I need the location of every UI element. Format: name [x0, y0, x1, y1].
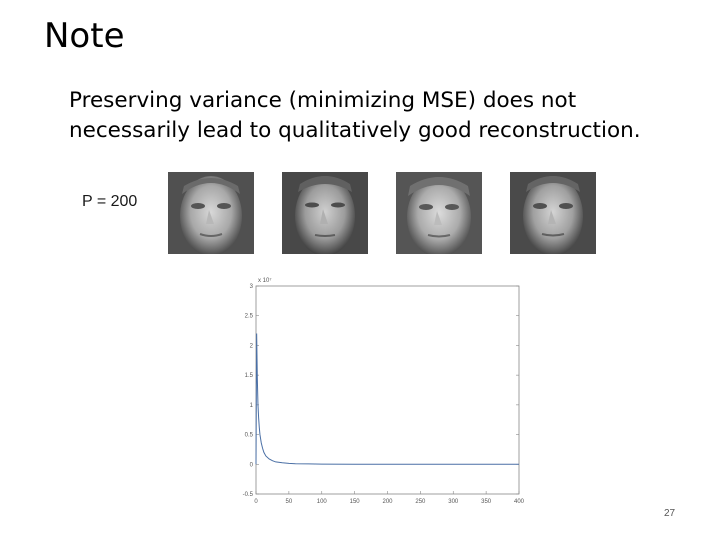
face-image-4: [510, 172, 596, 254]
series-line: [255, 333, 519, 465]
body-line-2: necessarily lead to qualitatively good r…: [69, 118, 641, 143]
x-tick-label: 100: [317, 499, 328, 505]
x-tick-label: 200: [382, 499, 393, 505]
x-axis: 0 50 100 150 200 250 300 350 400: [254, 491, 525, 505]
y-tick-label: 0.5: [245, 433, 254, 439]
y-tick-label: -0.5: [243, 492, 254, 498]
y-tick-label: 1.5: [245, 373, 254, 379]
body-line-1: Preserving variance (minimizing MSE) doe…: [69, 88, 577, 113]
x-tick-label: 250: [415, 499, 426, 505]
y-tick-label: 1: [250, 403, 254, 409]
y-tick-label: 2: [250, 343, 254, 349]
x-tick-label: 0: [254, 499, 258, 505]
plot-area: [255, 285, 520, 495]
x-tick-label: 50: [286, 499, 293, 505]
eigenvalue-chart: 3 2.5 2 1.5 1 0.5 0 -0.5 0 50 100 150 200 250 300 350 4…: [236, 270, 526, 506]
slide-body: Preserving variance (minimizing MSE) doe…: [69, 86, 689, 146]
face-image-1: [168, 172, 254, 254]
face-picture: [282, 172, 368, 254]
x-tick-label: 400: [514, 499, 525, 505]
y-tick-label: 2.5: [245, 314, 254, 320]
x-tick-label: 300: [448, 499, 459, 505]
face-picture: [510, 172, 596, 254]
y-tick-label: 0: [250, 462, 254, 468]
slide-title: Note: [44, 16, 125, 56]
axis-exponent-label: x 10⁷: [258, 277, 272, 284]
face-image-2: [282, 172, 368, 254]
y-axis: 3 2.5 2 1.5 1 0.5 0 -0.5: [243, 284, 519, 498]
chart-svg: 32.521.510.50-0.5 0 50 100 150 200 250 300 350 4…: [243, 277, 525, 505]
x-tick-label: 350: [481, 499, 492, 505]
series-layer: [255, 333, 519, 465]
face-picture: [168, 172, 254, 254]
y-tick-label: 3: [250, 284, 254, 290]
x-tick-label: 150: [350, 499, 361, 505]
page-number: 27: [664, 508, 676, 519]
face-image-3: [396, 172, 482, 254]
p-value-label: P = 200: [82, 193, 138, 210]
face-picture: [396, 172, 482, 254]
